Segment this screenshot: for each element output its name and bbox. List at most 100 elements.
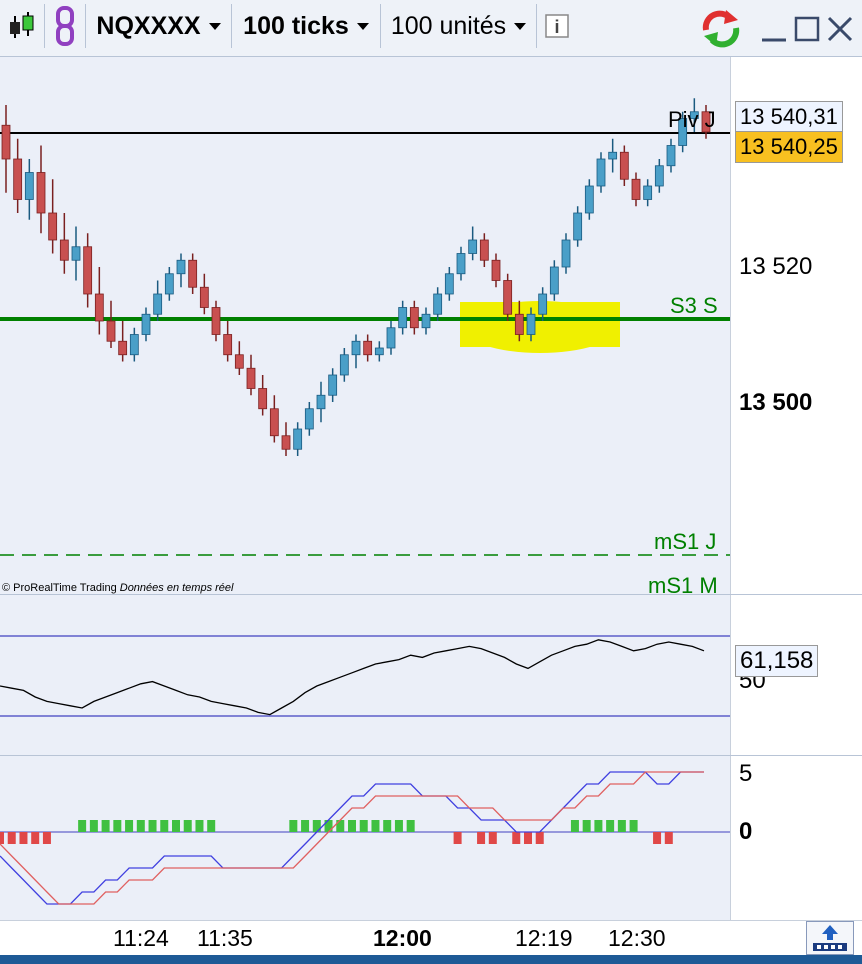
macd-histogram-bar	[0, 832, 4, 844]
candle-down	[701, 111, 711, 133]
candle-down	[269, 408, 279, 437]
candle-up	[689, 111, 699, 119]
copyright-text: © ProRealTime Trading	[2, 582, 117, 594]
macd-histogram-bar	[172, 820, 180, 832]
candle-up	[561, 239, 571, 268]
macd-histogram-bar	[289, 820, 298, 832]
macd-histogram-bar	[594, 820, 603, 832]
chevron-down-icon	[208, 22, 221, 30]
chart-toolbar: NQXXXX 100 ticks 100 unités i	[0, 0, 862, 57]
candle-down	[503, 280, 513, 315]
panel-divider[interactable]	[0, 594, 862, 595]
instrument-selector[interactable]: NQXXXX	[86, 4, 232, 48]
price-chart-panel[interactable]: Piv J S3 S mS1 J mS1 M © ProRealTime Tra…	[0, 57, 730, 598]
macd-histogram-bar	[78, 820, 87, 832]
candle-down	[281, 435, 291, 450]
candle-down	[188, 259, 198, 288]
candle-down	[246, 367, 256, 389]
candle-up	[538, 293, 548, 315]
rsi-panel[interactable]	[0, 595, 730, 755]
candle-up	[643, 185, 653, 200]
candle-up	[24, 172, 34, 200]
candle-up	[654, 165, 664, 187]
macd-histogram-bar	[406, 820, 415, 832]
macd-panel[interactable]	[0, 756, 730, 920]
candle-up	[526, 313, 536, 335]
macd-label-5: 5	[739, 760, 753, 787]
candle-up	[164, 273, 174, 295]
panel-divider[interactable]	[0, 755, 862, 756]
candle-up	[339, 354, 349, 376]
candle-up	[374, 347, 384, 356]
price-box-last: 13 540,25	[735, 131, 843, 163]
info-icon[interactable]: i	[537, 4, 577, 48]
macd-histogram-bar	[664, 832, 673, 844]
rsi-axis: 50 61,158	[730, 595, 862, 755]
candle-up	[176, 259, 186, 275]
macd-histogram-bar	[512, 832, 521, 844]
candle-up	[421, 313, 431, 329]
candlestick-chart-icon[interactable]	[0, 4, 45, 48]
macd-line	[0, 771, 704, 905]
ms1-day-label: mS1 J	[654, 529, 717, 554]
macd-histogram-bar	[477, 832, 486, 844]
candle-up	[444, 273, 454, 295]
link-icon[interactable]	[45, 4, 86, 48]
macd-histogram-bar	[524, 832, 532, 844]
candle-up	[608, 151, 618, 160]
macd-histogram-bar	[125, 820, 134, 832]
macd-histogram-bar	[606, 820, 615, 832]
time-label: 12:00	[373, 925, 432, 951]
window-status-bar	[0, 955, 862, 964]
candle-down	[94, 293, 104, 322]
macd-signal-line	[0, 771, 704, 905]
scroll-to-latest-button[interactable]	[806, 921, 854, 955]
candle-up	[153, 293, 163, 315]
candle-up	[456, 253, 466, 275]
candle-down	[13, 158, 23, 200]
units-selector[interactable]: 100 unités	[381, 4, 537, 48]
time-label: 11:24	[113, 925, 169, 951]
candle-up	[328, 374, 338, 396]
y-label-13500: 13 500	[739, 389, 813, 416]
s3-label: S3 S	[670, 293, 718, 318]
macd-histogram-bar	[488, 832, 497, 844]
macd-histogram-bar	[653, 832, 662, 844]
price-box-high: 13 540,31	[735, 101, 843, 133]
candle-down	[514, 313, 524, 335]
macd-histogram-bar	[359, 820, 368, 832]
candle-down	[199, 286, 209, 308]
candle-up	[398, 307, 408, 329]
candle-up	[573, 212, 583, 241]
maximize-icon[interactable]	[793, 12, 821, 44]
candle-down	[1, 124, 11, 160]
candle-up	[468, 239, 478, 254]
refresh-icon[interactable]	[700, 8, 742, 48]
pivot-label: Piv J	[668, 107, 716, 132]
close-icon[interactable]	[826, 12, 854, 44]
interval-selector[interactable]: 100 ticks	[232, 4, 381, 48]
candle-down	[631, 178, 641, 200]
candlestick-series	[1, 98, 711, 456]
copyright-note: © ProRealTime Trading Données en temps r…	[2, 582, 233, 594]
macd-histogram-bar	[301, 820, 310, 832]
chevron-down-icon	[356, 22, 369, 30]
interval-label: 100 ticks	[243, 11, 349, 40]
candle-down	[491, 259, 501, 281]
candle-down	[223, 334, 233, 356]
macd-histogram-bar	[312, 820, 321, 832]
candle-down	[48, 212, 58, 241]
chevron-down-icon	[514, 22, 527, 30]
minimize-icon[interactable]	[760, 12, 788, 44]
time-label: 11:35	[197, 925, 253, 951]
macd-histogram-bar	[195, 820, 204, 832]
candle-up	[386, 327, 396, 349]
macd-histogram-bar	[629, 820, 638, 832]
macd-histogram-bar	[535, 832, 544, 844]
candle-up	[293, 428, 303, 450]
macd-histogram-bar	[113, 820, 122, 832]
candle-down	[619, 151, 629, 180]
macd-histogram	[0, 820, 673, 844]
rsi-line	[0, 639, 705, 716]
macd-histogram-bar	[31, 832, 40, 844]
